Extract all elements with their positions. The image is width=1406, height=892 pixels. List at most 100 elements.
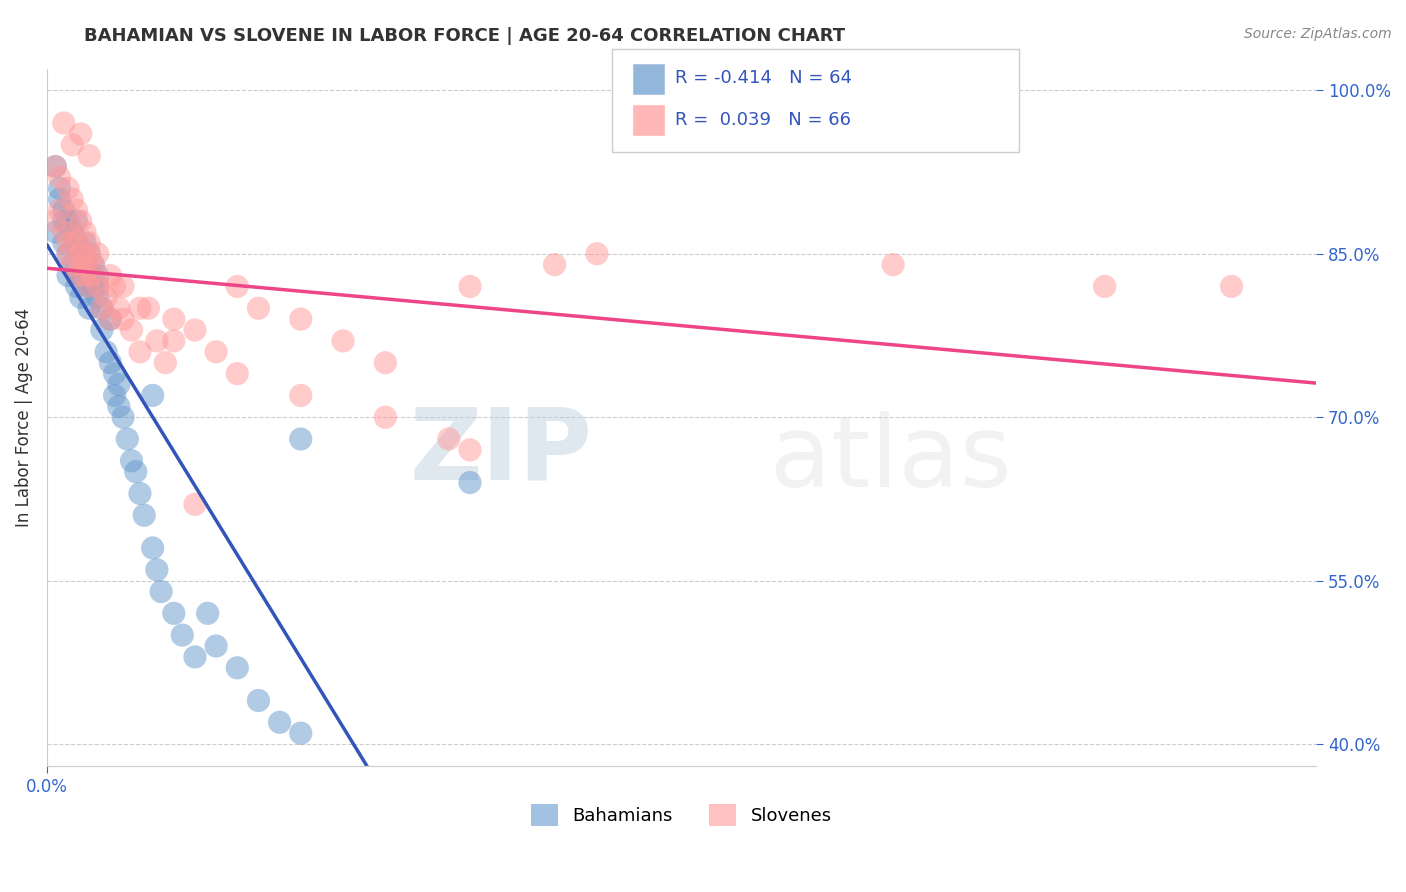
Point — [56, 181, 79, 195]
Point — [82, 279, 104, 293]
Point — [121, 323, 143, 337]
Point — [1220, 279, 1243, 293]
Point — [129, 301, 152, 316]
Point — [77, 268, 100, 283]
Point — [882, 258, 904, 272]
Point — [56, 268, 79, 283]
Point — [226, 279, 249, 293]
Point — [60, 225, 83, 239]
Point — [103, 279, 125, 293]
Point — [374, 356, 396, 370]
Point — [60, 258, 83, 272]
Point — [48, 181, 70, 195]
Point — [77, 149, 100, 163]
Point — [65, 268, 87, 283]
Point — [103, 388, 125, 402]
Point — [129, 344, 152, 359]
Text: Source: ZipAtlas.com: Source: ZipAtlas.com — [1244, 27, 1392, 41]
Point — [52, 203, 75, 218]
Point — [52, 116, 75, 130]
Point — [77, 279, 100, 293]
Point — [69, 290, 91, 304]
Point — [60, 225, 83, 239]
Point — [290, 312, 312, 326]
Point — [56, 214, 79, 228]
Point — [52, 214, 75, 228]
Point — [163, 607, 186, 621]
Point — [52, 225, 75, 239]
Point — [108, 377, 131, 392]
Point — [69, 268, 91, 283]
Point — [65, 214, 87, 228]
Point — [86, 279, 108, 293]
Point — [437, 432, 460, 446]
Point — [56, 235, 79, 250]
Point — [65, 203, 87, 218]
Point — [543, 258, 565, 272]
Point — [205, 344, 228, 359]
Point — [98, 268, 121, 283]
Point — [458, 475, 481, 490]
Text: BAHAMIAN VS SLOVENE IN LABOR FORCE | AGE 20-64 CORRELATION CHART: BAHAMIAN VS SLOVENE IN LABOR FORCE | AGE… — [84, 27, 845, 45]
Point — [226, 367, 249, 381]
Point — [82, 258, 104, 272]
Point — [142, 388, 165, 402]
Point — [69, 246, 91, 260]
Text: ZIP: ZIP — [409, 403, 593, 500]
Point — [332, 334, 354, 348]
Point — [86, 279, 108, 293]
Point — [146, 563, 169, 577]
Point — [90, 301, 112, 316]
Point — [586, 246, 609, 260]
Point — [48, 203, 70, 218]
Text: atlas: atlas — [770, 410, 1012, 508]
Point — [69, 246, 91, 260]
Point — [205, 639, 228, 653]
Point — [146, 334, 169, 348]
Point — [77, 246, 100, 260]
Point — [98, 356, 121, 370]
Point — [290, 726, 312, 740]
Y-axis label: In Labor Force | Age 20-64: In Labor Force | Age 20-64 — [15, 308, 32, 527]
Point — [184, 323, 207, 337]
Point — [65, 279, 87, 293]
Legend: Bahamians, Slovenes: Bahamians, Slovenes — [524, 797, 839, 833]
Point — [290, 388, 312, 402]
Point — [60, 225, 83, 239]
Point — [374, 410, 396, 425]
Point — [112, 312, 135, 326]
Text: R =  0.039   N = 66: R = 0.039 N = 66 — [675, 111, 851, 128]
Point — [112, 279, 135, 293]
Point — [98, 312, 121, 326]
Point — [117, 432, 139, 446]
Point — [73, 258, 96, 272]
Point — [44, 160, 66, 174]
Point — [134, 508, 156, 523]
Point — [247, 693, 270, 707]
Point — [142, 541, 165, 555]
Point — [65, 235, 87, 250]
Point — [226, 661, 249, 675]
Point — [73, 235, 96, 250]
Point — [90, 301, 112, 316]
Point — [103, 367, 125, 381]
Point — [48, 170, 70, 185]
Point — [184, 649, 207, 664]
Point — [129, 486, 152, 500]
Point — [65, 235, 87, 250]
Point — [125, 465, 148, 479]
Point — [77, 301, 100, 316]
Point — [82, 268, 104, 283]
Point — [82, 268, 104, 283]
Point — [69, 214, 91, 228]
Point — [48, 192, 70, 206]
Point — [82, 258, 104, 272]
Point — [138, 301, 160, 316]
Point — [73, 225, 96, 239]
Point — [290, 432, 312, 446]
Point — [197, 607, 219, 621]
Point — [150, 584, 173, 599]
Point — [90, 323, 112, 337]
Point — [52, 235, 75, 250]
Point — [56, 246, 79, 260]
